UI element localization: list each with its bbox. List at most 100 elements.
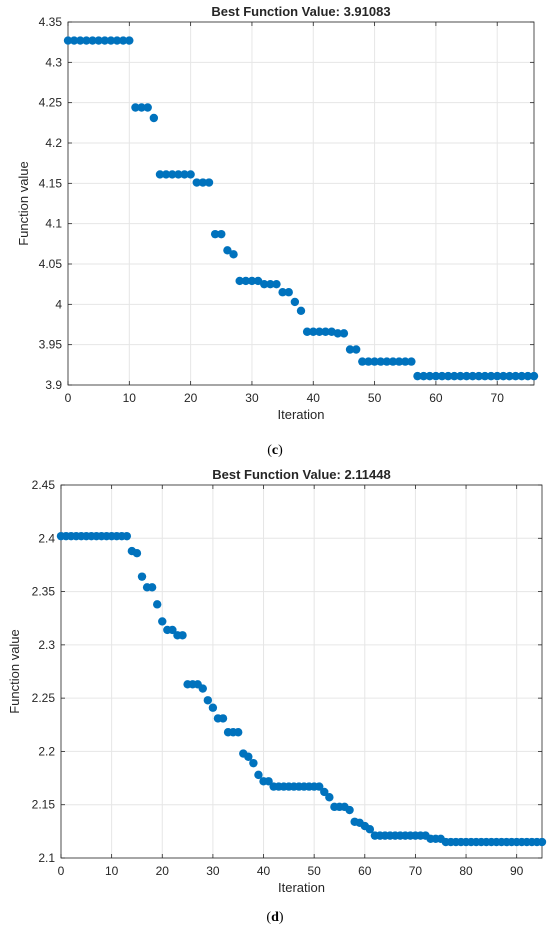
data-point: [112, 36, 122, 45]
chart-title: Best Function Value: 2.11448: [212, 469, 390, 482]
x-tick-label: 30: [245, 391, 259, 405]
data-point: [235, 276, 244, 286]
data-point: [153, 600, 162, 609]
data-point: [450, 371, 459, 381]
data-point: [290, 297, 300, 307]
data-point: [168, 170, 177, 179]
x-tick-label: 0: [65, 391, 72, 405]
data-point: [468, 371, 477, 381]
data-point: [401, 357, 410, 366]
y-tick-label: 2.3: [38, 638, 55, 652]
data-point: [272, 279, 281, 289]
data-point: [178, 631, 187, 640]
x-tick-label: 80: [459, 864, 473, 878]
y-tick-label: 2.4: [38, 531, 55, 545]
y-tick-label: 2.45: [32, 478, 56, 492]
plot-area: [61, 485, 542, 858]
data-point: [480, 371, 490, 381]
data-point: [149, 113, 159, 123]
data-point: [244, 752, 253, 761]
x-tick-label: 0: [58, 864, 65, 878]
data-point: [315, 327, 324, 336]
data-point: [264, 777, 273, 786]
data-point: [284, 288, 293, 297]
caption-d: (d): [266, 910, 284, 925]
data-point: [474, 371, 484, 381]
y-tick-label: 4.3: [45, 55, 62, 69]
data-point: [364, 357, 373, 366]
data-point: [302, 327, 312, 336]
y-tick-label: 4.1: [45, 217, 62, 231]
data-point: [82, 36, 91, 45]
data-point: [413, 371, 422, 381]
y-tick-label: 2.35: [32, 585, 56, 599]
data-point: [100, 36, 109, 45]
y-tick-label: 2.25: [32, 691, 56, 705]
data-point: [321, 327, 330, 336]
data-point: [137, 103, 146, 112]
y-tick-label: 4.2: [45, 136, 62, 150]
y-axis-label: Function value: [7, 629, 22, 714]
chart-c-svg: 0 10 20 30 40 50 60 70 3.9 3.95 4 4.05 4.1 4.15 4.2 4.2…: [16, 4, 539, 422]
data-point: [382, 357, 392, 366]
data-point: [118, 36, 128, 45]
y-tick-label: 4.05: [39, 257, 63, 271]
chart-panel-c: 0 10 20 30 40 50 60 70 3.9 3.95 4 4.05 4.1 4.15 4.2 4.2…: [16, 4, 539, 458]
data-point: [523, 371, 533, 381]
data-point: [529, 371, 539, 381]
data-point: [208, 703, 218, 712]
x-axis-label: Iteration: [278, 407, 325, 422]
data-point: [388, 357, 398, 366]
data-point: [266, 279, 275, 289]
data-point: [88, 36, 97, 45]
data-point: [161, 170, 171, 179]
y-tick-label: 2.1: [38, 851, 55, 865]
x-tick-label: 90: [510, 864, 524, 878]
data-point: [462, 371, 471, 381]
x-tick-label: 40: [257, 864, 271, 878]
data-point: [125, 36, 134, 45]
data-point: [122, 531, 132, 541]
data-point: [192, 178, 201, 187]
data-point: [143, 103, 152, 112]
data-point: [63, 36, 73, 45]
y-tick-label: 4.15: [39, 176, 63, 190]
data-point: [339, 329, 349, 338]
data-point: [69, 36, 79, 45]
data-point: [155, 170, 165, 179]
x-tick-label: 70: [409, 864, 423, 878]
x-tick-label: 70: [491, 391, 505, 405]
data-point: [180, 170, 189, 179]
data-point: [218, 714, 228, 723]
data-point: [76, 36, 85, 45]
data-point: [486, 371, 496, 381]
data-point: [499, 371, 508, 381]
data-series: [63, 36, 539, 381]
data-point: [247, 276, 257, 286]
data-point: [370, 357, 379, 366]
chart-title: Best Function Value: 3.91083: [211, 4, 390, 19]
y-tick-label: 2.2: [38, 744, 55, 758]
data-point: [431, 371, 441, 381]
data-point: [204, 178, 214, 187]
data-point: [210, 229, 220, 239]
data-point: [234, 728, 243, 737]
data-point: [345, 805, 354, 815]
x-tick-label: 60: [429, 391, 443, 405]
x-axis-label: Iteration: [278, 880, 325, 895]
data-point: [537, 837, 547, 847]
x-tick-label: 20: [184, 391, 198, 405]
data-point: [309, 327, 318, 336]
data-point: [511, 371, 520, 381]
data-point: [517, 371, 526, 381]
data-point: [186, 170, 195, 179]
data-point: [437, 371, 447, 381]
x-tick-label: 10: [123, 391, 137, 405]
data-point: [376, 357, 385, 366]
y-tick-label: 4: [55, 297, 62, 311]
data-point: [229, 250, 238, 259]
data-point: [132, 549, 142, 558]
data-point: [147, 583, 157, 592]
data-point: [241, 276, 251, 286]
chart-panel-d: 0 10 20 30 40 50 60 70 80 90 2.1 2.15 2.2 2.25 2.3 2.35…: [0, 469, 550, 938]
